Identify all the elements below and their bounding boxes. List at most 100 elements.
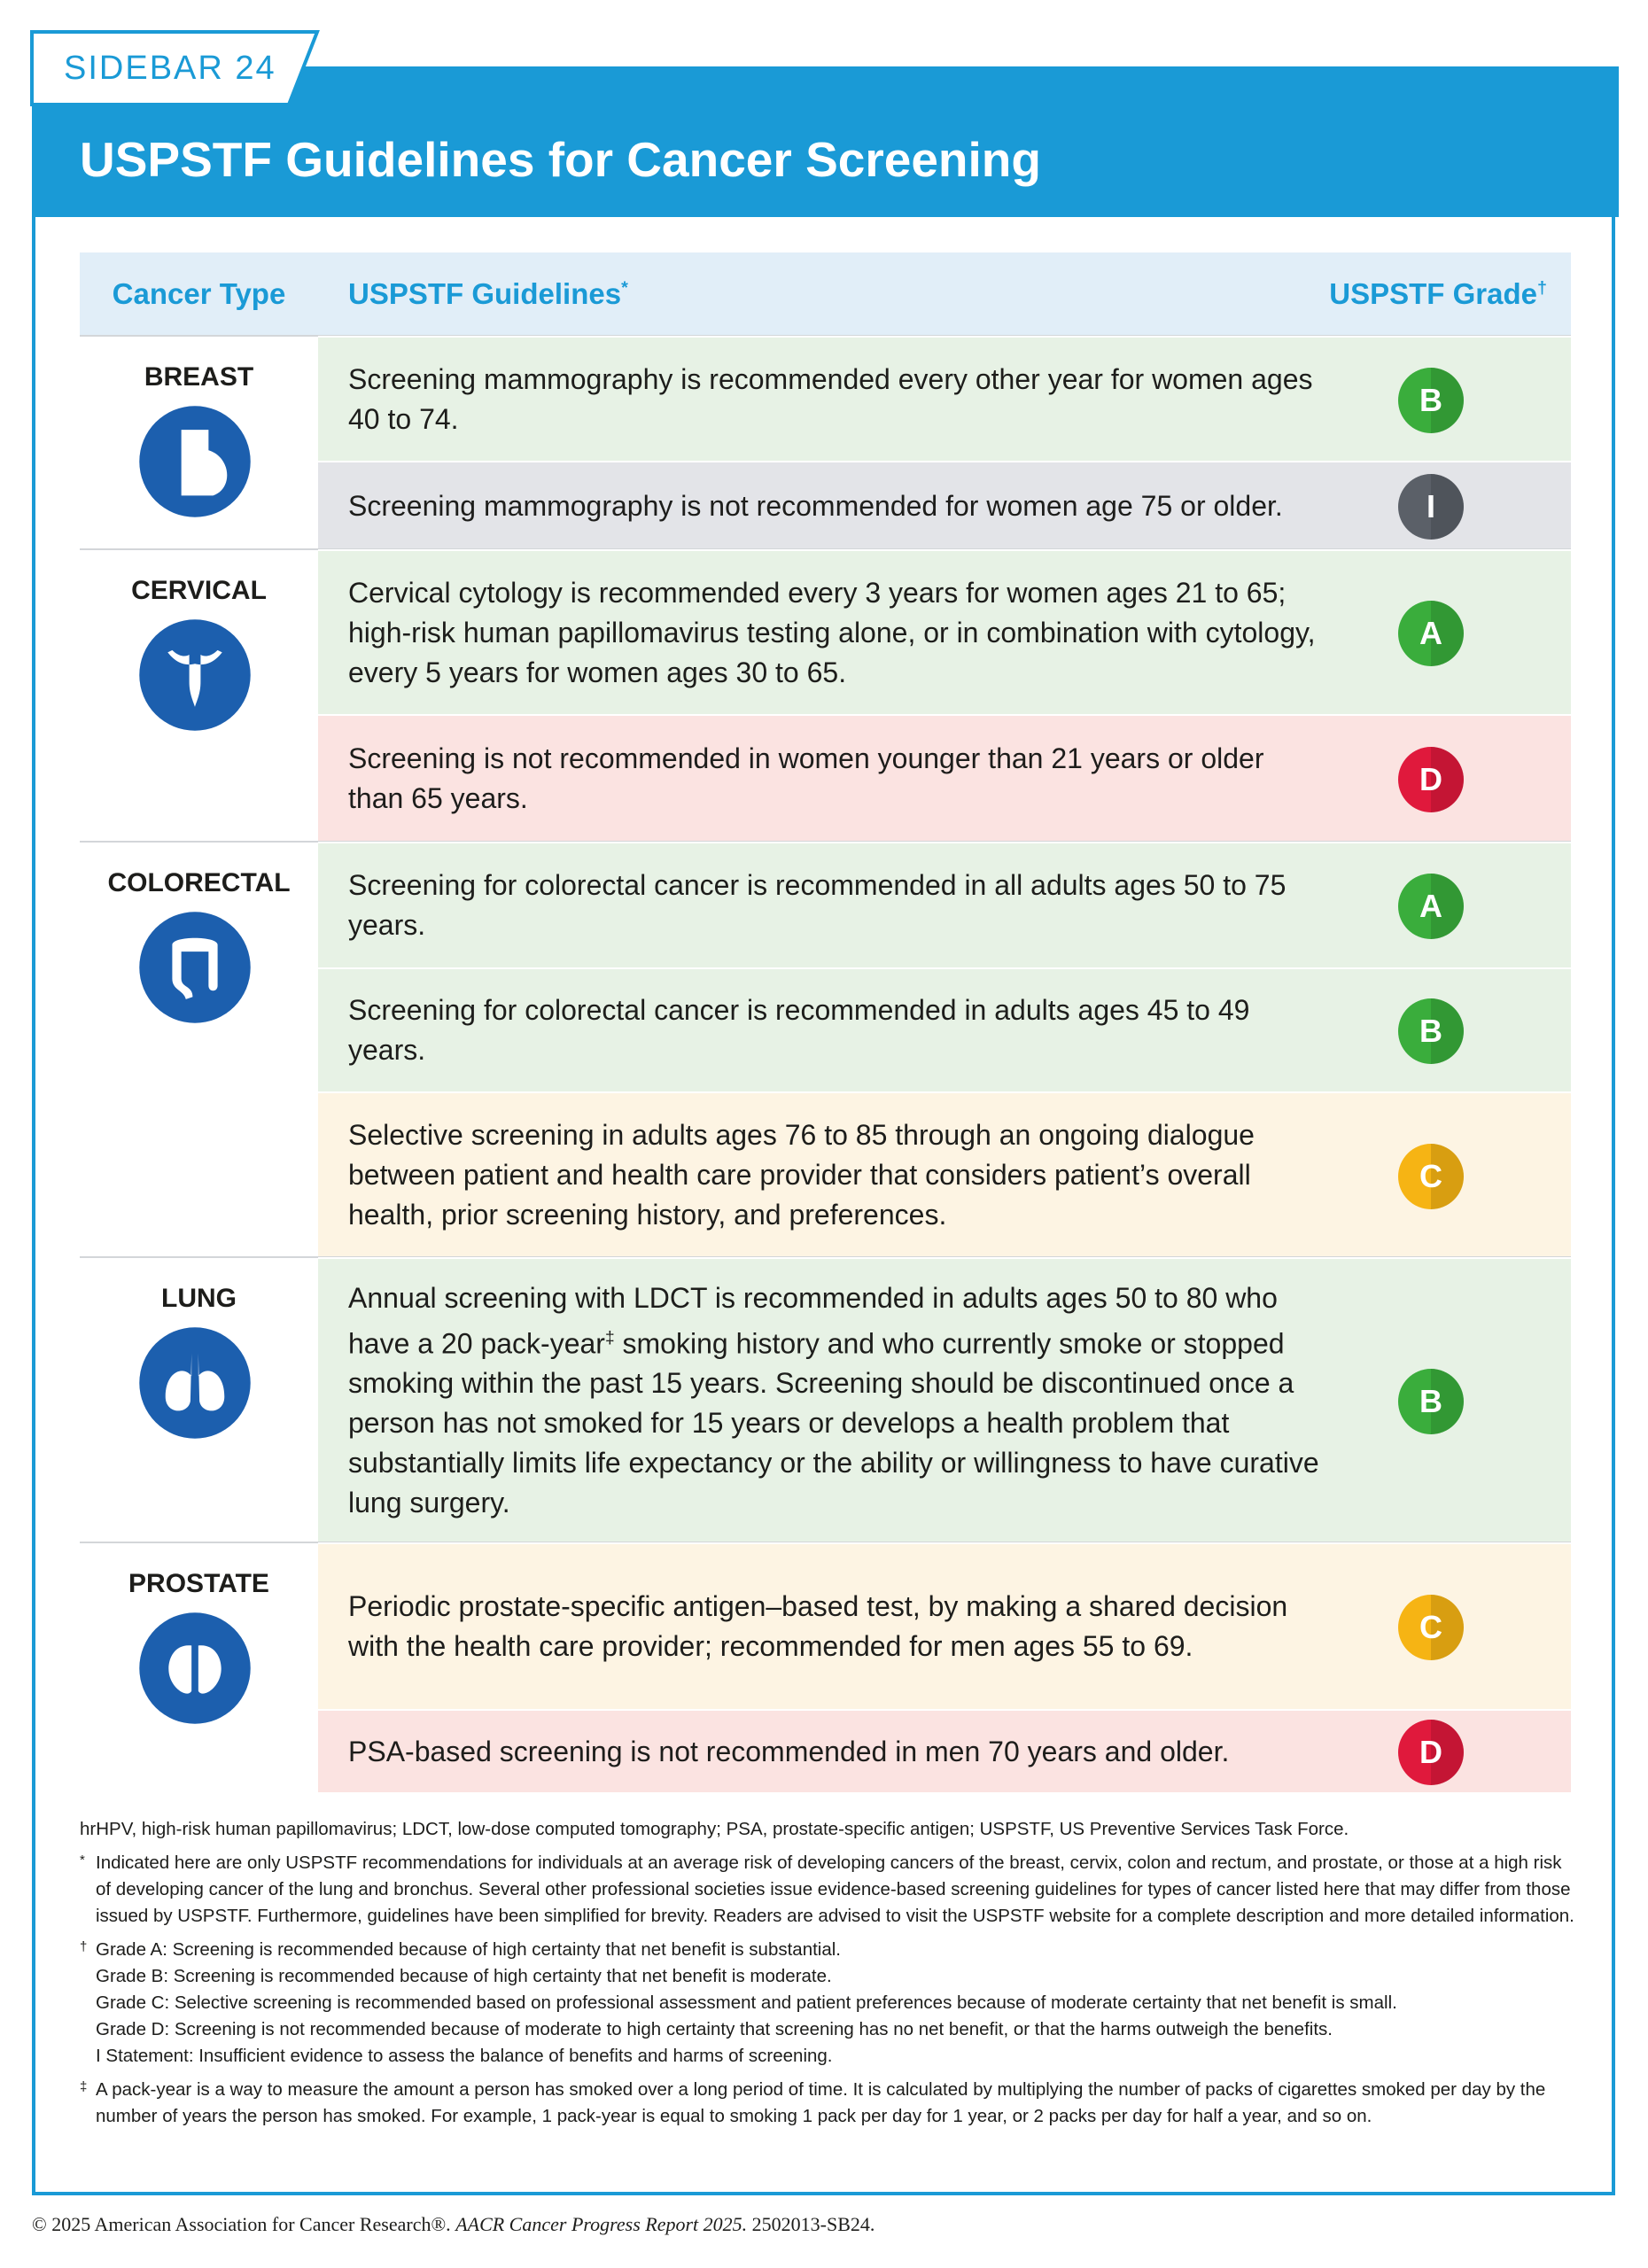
guideline-text: Selective screening in adults ages 76 to… — [348, 1115, 1323, 1235]
badge-shade — [1431, 747, 1464, 812]
grade-badge: B — [1398, 998, 1464, 1064]
guideline-row: Cervical cytology is recommended every 3… — [318, 549, 1571, 714]
cancer-type: BREAST — [144, 362, 254, 392]
abbreviations: hrHPV, high-risk human papillomavirus; L… — [80, 1819, 1349, 1839]
grade-badge: D — [1398, 1720, 1464, 1785]
badge-circle — [1398, 747, 1464, 812]
badge-circle — [1398, 1143, 1464, 1209]
badge-circle — [1398, 874, 1464, 939]
badge-circle — [1398, 1369, 1464, 1434]
header-text: USPSTF Grade — [1329, 277, 1537, 310]
footnote-line: Grade B: Screening is recommended becaus… — [96, 1966, 832, 1986]
grade-letter: B — [1419, 1383, 1442, 1419]
footnote-line: Indicated here are only USPSTF recommend… — [96, 1852, 1574, 1926]
grade-letter: C — [1419, 1609, 1442, 1645]
cancer-type: CERVICAL — [131, 576, 267, 605]
guideline-text-part: PSA-based screening is not recommended i… — [348, 1735, 1230, 1767]
header-sup: * — [621, 278, 628, 298]
grade-badge: A — [1398, 601, 1464, 666]
banner — [32, 66, 1619, 217]
guideline-row: Screening is not recommended in women yo… — [318, 714, 1571, 842]
guideline-text-part: Screening for colorectal cancer is recom… — [348, 994, 1250, 1066]
footnote-body: A pack-year is a way to measure the amou… — [96, 2077, 1577, 2130]
icon-circle — [139, 1612, 251, 1724]
grade-letter: A — [1419, 615, 1442, 651]
table-header: Cancer Type USPSTF Guidelines* USPSTF Gr… — [80, 252, 1571, 336]
cancer-type: COLORECTAL — [107, 868, 291, 897]
sidebar-label: SIDEBAR 24 — [64, 50, 276, 87]
copyright-code: 2502013-SB24. — [751, 2213, 875, 2235]
footnote: ‡ A pack-year is a way to measure the amo… — [80, 2077, 1577, 2130]
footnote-symbol: † — [80, 1939, 88, 1954]
grade-badge: I — [1398, 474, 1464, 540]
badge-circle — [1398, 367, 1464, 433]
footnote-body: Grade A: Screening is recommended becaus… — [96, 1937, 1397, 2070]
icon-shape — [165, 1353, 225, 1411]
guideline-text: Annual screening with LDCT is recommende… — [348, 1278, 1323, 1524]
guideline-text: Screening mammography is not recommended… — [348, 486, 1323, 526]
badge-shade — [1431, 1143, 1464, 1209]
cancer-type: LUNG — [161, 1284, 237, 1313]
grade-badge: C — [1398, 1143, 1464, 1209]
grade-letter: D — [1419, 761, 1442, 797]
cancer-icon — [139, 406, 251, 517]
badge-circle — [1398, 1720, 1464, 1785]
grade-letter: B — [1419, 382, 1442, 418]
cancer-icon — [139, 1327, 251, 1439]
badge-circle — [1398, 1595, 1464, 1660]
badge-shade — [1431, 1720, 1464, 1785]
icon-shape — [181, 430, 228, 496]
guideline-text: PSA-based screening is not recommended i… — [348, 1732, 1323, 1772]
footnote: † Grade A: Screening is recommended becau… — [80, 1937, 1577, 2070]
header-grade: USPSTF Grade† — [1329, 277, 1547, 311]
guideline-row: Screening mammography is not recommended… — [318, 461, 1571, 549]
notes: hrHPV, high-risk human papillomavirus; L… — [80, 1816, 1577, 2130]
guideline-text-part: Cervical cytology is recommended every 3… — [348, 576, 1316, 688]
guideline-text: Screening mammography is recommended eve… — [348, 360, 1323, 439]
cancer-icon — [139, 619, 251, 731]
icon-circle — [139, 1327, 251, 1439]
grade-badge: A — [1398, 874, 1464, 939]
copyright: © 2025 American Association for Cancer R… — [32, 2213, 875, 2236]
badge-shade — [1431, 998, 1464, 1064]
guideline-row: Screening for colorectal cancer is recom… — [318, 842, 1571, 967]
badge-shade — [1431, 367, 1464, 433]
sidebar-tab — [30, 30, 320, 106]
cancer-icon — [139, 1612, 251, 1724]
grade-letter: A — [1419, 888, 1442, 924]
copyright-italic: AACR Cancer Progress Report 2025. — [455, 2213, 748, 2235]
badge-circle — [1398, 601, 1464, 666]
guideline-text-part: Periodic prostate-specific antigen–based… — [348, 1590, 1288, 1662]
cancer-icon — [139, 912, 251, 1023]
footnote-line: I Statement: Insufficient evidence to as… — [96, 2046, 833, 2066]
footnote-line: Grade A: Screening is recommended becaus… — [96, 1939, 841, 1960]
grade-letter: I — [1426, 488, 1435, 524]
grade-badge: B — [1398, 1369, 1464, 1434]
grade-badge: C — [1398, 1595, 1464, 1660]
badge-shade — [1431, 874, 1464, 939]
badge-circle — [1398, 474, 1464, 540]
guideline-text-part: Screening is not recommended in women yo… — [348, 742, 1264, 814]
copyright-text: © 2025 American Association for Cancer R… — [32, 2213, 451, 2235]
guideline-text-part: smoking history and who currently smoke … — [348, 1327, 1319, 1519]
grade-badge: D — [1398, 747, 1464, 812]
badge-shade — [1431, 601, 1464, 666]
guideline-text: Screening for colorectal cancer is recom… — [348, 866, 1323, 945]
footnote-line: Grade D: Screening is not recommended be… — [96, 2019, 1333, 2039]
group-divider — [80, 1792, 1571, 1794]
header-text: USPSTF Guidelines — [348, 277, 622, 310]
tab-shape — [30, 30, 320, 106]
guideline-row: Periodic prostate-specific antigen–based… — [318, 1542, 1571, 1709]
grade-letter: B — [1419, 1013, 1442, 1049]
icon-circle — [139, 912, 251, 1023]
footnote-line: Grade C: Selective screening is recommen… — [96, 1992, 1397, 2013]
footnote-line: A pack-year is a way to measure the amou… — [96, 2079, 1546, 2126]
grade-badge: B — [1398, 367, 1464, 433]
guideline-text-part: Screening mammography is recommended eve… — [348, 362, 1313, 435]
footnote-symbol: * — [80, 1852, 85, 1868]
guideline-text-part: Screening mammography is not recommended… — [348, 489, 1283, 522]
guideline-text-part: Screening for colorectal cancer is recom… — [348, 869, 1287, 941]
header-cancer-type: Cancer Type — [112, 277, 286, 310]
icon-shape — [168, 1645, 222, 1694]
